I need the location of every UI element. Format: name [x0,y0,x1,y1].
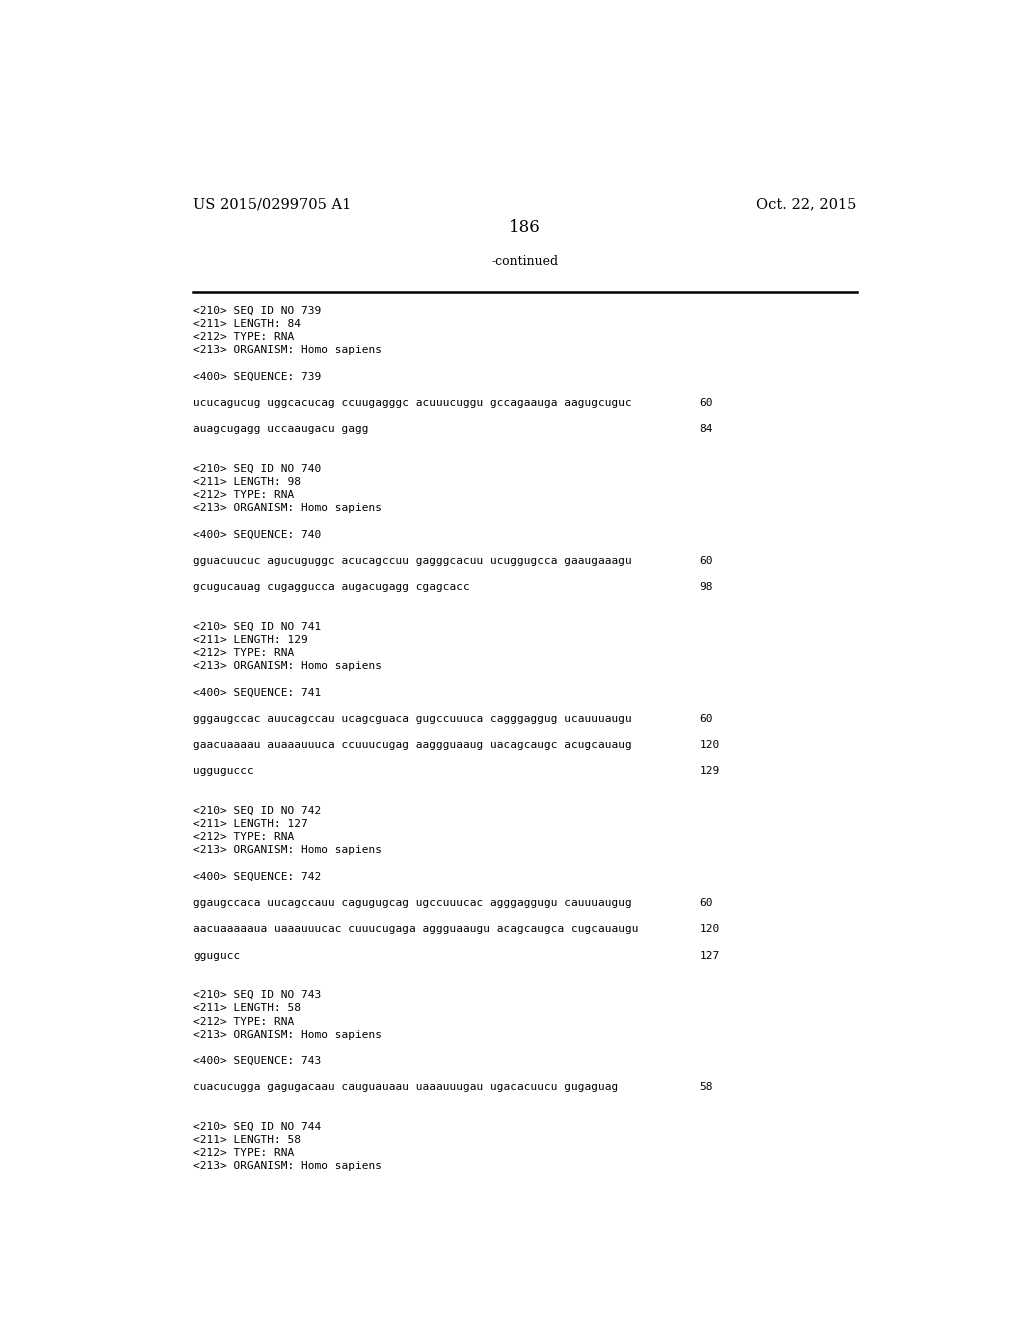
Text: cuacucugga gagugacaau cauguauaau uaaauuugau ugacacuucu gugaguag: cuacucugga gagugacaau cauguauaau uaaauuu… [194,1082,618,1093]
Text: gcugucauag cugaggucca augacugagg cgagcacc: gcugucauag cugaggucca augacugagg cgagcac… [194,582,470,593]
Text: <212> TYPE: RNA: <212> TYPE: RNA [194,833,294,842]
Text: <210> SEQ ID NO 741: <210> SEQ ID NO 741 [194,622,322,632]
Text: auagcugagg uccaaugacu gagg: auagcugagg uccaaugacu gagg [194,424,369,434]
Text: gaacuaaaau auaaauuuca ccuuucugag aaggguaaug uacagcaugc acugcauaug: gaacuaaaau auaaauuuca ccuuucugag aagggua… [194,741,632,750]
Text: <211> LENGTH: 58: <211> LENGTH: 58 [194,1135,301,1144]
Text: <213> ORGANISM: Homo sapiens: <213> ORGANISM: Homo sapiens [194,1030,382,1040]
Text: ggaugccaca uucagccauu cagugugcag ugccuuucac agggaggugu cauuuaugug: ggaugccaca uucagccauu cagugugcag ugccuuu… [194,898,632,908]
Text: 129: 129 [699,767,720,776]
Text: <400> SEQUENCE: 743: <400> SEQUENCE: 743 [194,1056,322,1067]
Text: 120: 120 [699,741,720,750]
Text: Oct. 22, 2015: Oct. 22, 2015 [756,197,856,211]
Text: 98: 98 [699,582,713,593]
Text: US 2015/0299705 A1: US 2015/0299705 A1 [194,197,351,211]
Text: <212> TYPE: RNA: <212> TYPE: RNA [194,1016,294,1027]
Text: <211> LENGTH: 127: <211> LENGTH: 127 [194,820,308,829]
Text: ggugucc: ggugucc [194,950,241,961]
Text: <400> SEQUENCE: 742: <400> SEQUENCE: 742 [194,871,322,882]
Text: <213> ORGANISM: Homo sapiens: <213> ORGANISM: Homo sapiens [194,346,382,355]
Text: ucucagucug uggcacucag ccuugagggc acuuucuggu gccagaauga aagugcuguc: ucucagucug uggcacucag ccuugagggc acuuucu… [194,397,632,408]
Text: <213> ORGANISM: Homo sapiens: <213> ORGANISM: Homo sapiens [194,1162,382,1171]
Text: 127: 127 [699,950,720,961]
Text: <210> SEQ ID NO 739: <210> SEQ ID NO 739 [194,306,322,315]
Text: <211> LENGTH: 58: <211> LENGTH: 58 [194,1003,301,1014]
Text: <211> LENGTH: 84: <211> LENGTH: 84 [194,319,301,329]
Text: <211> LENGTH: 129: <211> LENGTH: 129 [194,635,308,645]
Text: 60: 60 [699,898,713,908]
Text: <212> TYPE: RNA: <212> TYPE: RNA [194,648,294,657]
Text: <210> SEQ ID NO 743: <210> SEQ ID NO 743 [194,990,322,1001]
Text: <212> TYPE: RNA: <212> TYPE: RNA [194,490,294,500]
Text: <212> TYPE: RNA: <212> TYPE: RNA [194,333,294,342]
Text: <210> SEQ ID NO 742: <210> SEQ ID NO 742 [194,807,322,816]
Text: 60: 60 [699,397,713,408]
Text: <400> SEQUENCE: 739: <400> SEQUENCE: 739 [194,372,322,381]
Text: aacuaaaaaua uaaauuucac cuuucugaga aggguaaugu acagcaugca cugcauaugu: aacuaaaaaua uaaauuucac cuuucugaga agggua… [194,924,639,935]
Text: -continued: -continued [492,255,558,268]
Text: <212> TYPE: RNA: <212> TYPE: RNA [194,1148,294,1158]
Text: gggaugccac auucagccau ucagcguaca gugccuuuca cagggaggug ucauuuaugu: gggaugccac auucagccau ucagcguaca gugccuu… [194,714,632,723]
Text: <211> LENGTH: 98: <211> LENGTH: 98 [194,477,301,487]
Text: <213> ORGANISM: Homo sapiens: <213> ORGANISM: Homo sapiens [194,661,382,671]
Text: <210> SEQ ID NO 744: <210> SEQ ID NO 744 [194,1122,322,1131]
Text: gguacuucuc agucuguggc acucagccuu gagggcacuu ucuggugcca gaaugaaagu: gguacuucuc agucuguggc acucagccuu gagggca… [194,556,632,566]
Text: 60: 60 [699,556,713,566]
Text: <400> SEQUENCE: 741: <400> SEQUENCE: 741 [194,688,322,697]
Text: <213> ORGANISM: Homo sapiens: <213> ORGANISM: Homo sapiens [194,503,382,513]
Text: 120: 120 [699,924,720,935]
Text: 84: 84 [699,424,713,434]
Text: 186: 186 [509,219,541,236]
Text: 58: 58 [699,1082,713,1093]
Text: 60: 60 [699,714,713,723]
Text: <213> ORGANISM: Homo sapiens: <213> ORGANISM: Homo sapiens [194,845,382,855]
Text: <210> SEQ ID NO 740: <210> SEQ ID NO 740 [194,463,322,474]
Text: ugguguccc: ugguguccc [194,767,254,776]
Text: <400> SEQUENCE: 740: <400> SEQUENCE: 740 [194,529,322,540]
